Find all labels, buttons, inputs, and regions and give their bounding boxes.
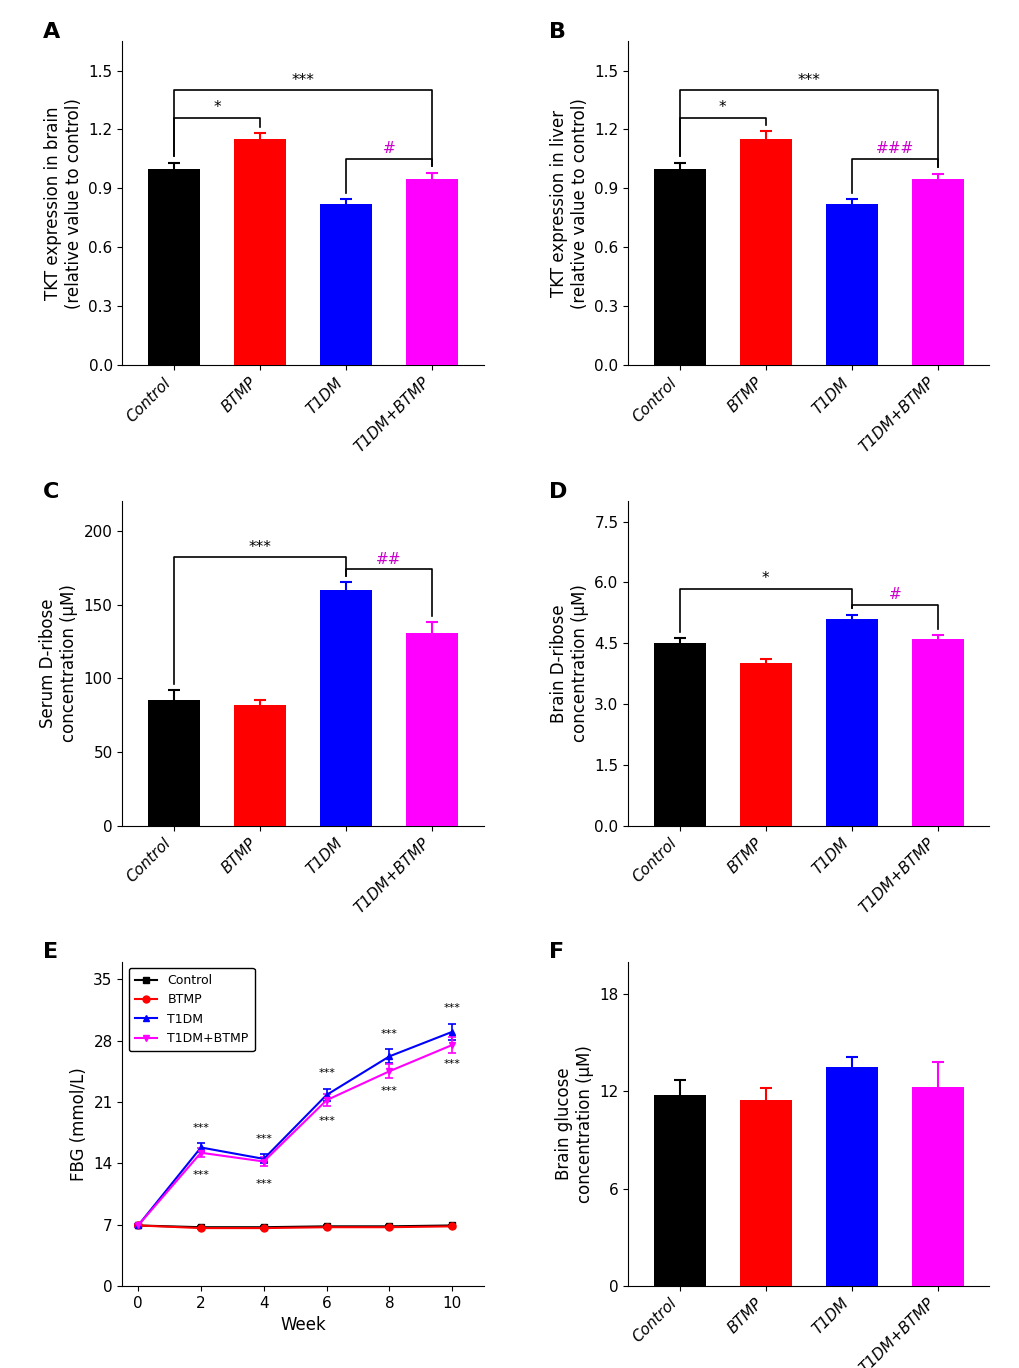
Bar [234,140,285,365]
Bar [406,632,458,825]
Text: ***: *** [255,1179,272,1189]
Bar [234,705,285,825]
Text: ***: *** [443,1059,461,1068]
Bar [653,643,705,825]
Text: ***: *** [249,540,271,555]
Text: ***: *** [318,1116,334,1126]
X-axis label: Week: Week [280,1316,326,1334]
Text: D: D [548,482,567,502]
Bar [320,590,372,825]
Bar [825,1067,876,1286]
Bar [739,663,791,825]
Bar [148,700,200,825]
Text: ###: ### [874,141,913,156]
Text: ***: *** [381,1086,397,1096]
Legend: Control, BTMP, T1DM, T1DM+BTMP: Control, BTMP, T1DM, T1DM+BTMP [128,969,255,1051]
Text: C: C [43,482,59,502]
Text: ##: ## [376,551,401,566]
Text: ***: *** [193,1170,209,1181]
Text: ***: *** [255,1134,272,1144]
Y-axis label: Brain D-ribose
concentration (μM): Brain D-ribose concentration (μM) [549,584,588,743]
Y-axis label: FBG (mmol/L): FBG (mmol/L) [69,1067,88,1181]
Text: ***: *** [443,1003,461,1014]
Bar [653,168,705,365]
Text: E: E [43,943,58,962]
Bar [148,168,200,365]
Text: ***: *** [193,1123,209,1133]
Bar [911,179,963,365]
Y-axis label: TKT expression in brain
(relative value to control): TKT expression in brain (relative value … [44,97,83,309]
Text: ***: *** [291,73,314,88]
Text: A: A [43,22,60,41]
Text: #: # [888,587,900,602]
Y-axis label: TKT expression in liver
(relative value to control): TKT expression in liver (relative value … [549,97,588,309]
Bar [739,1100,791,1286]
Text: B: B [548,22,566,41]
Y-axis label: Serum D-ribose
concentration (μM): Serum D-ribose concentration (μM) [40,584,78,743]
Text: *: * [718,100,726,115]
Bar [911,639,963,825]
Text: ***: *** [797,73,819,88]
Bar [911,1086,963,1286]
Text: ***: *** [381,1029,397,1038]
Text: *: * [761,570,768,586]
Bar [406,179,458,365]
Text: #: # [382,141,395,156]
Y-axis label: Brain glucose
concentration (μM): Brain glucose concentration (μM) [554,1045,593,1202]
Bar [825,204,876,365]
Bar [653,1094,705,1286]
Bar [739,140,791,365]
Bar [320,204,372,365]
Text: F: F [548,943,564,962]
Text: ***: *** [318,1068,334,1078]
Text: *: * [213,100,220,115]
Bar [825,618,876,825]
